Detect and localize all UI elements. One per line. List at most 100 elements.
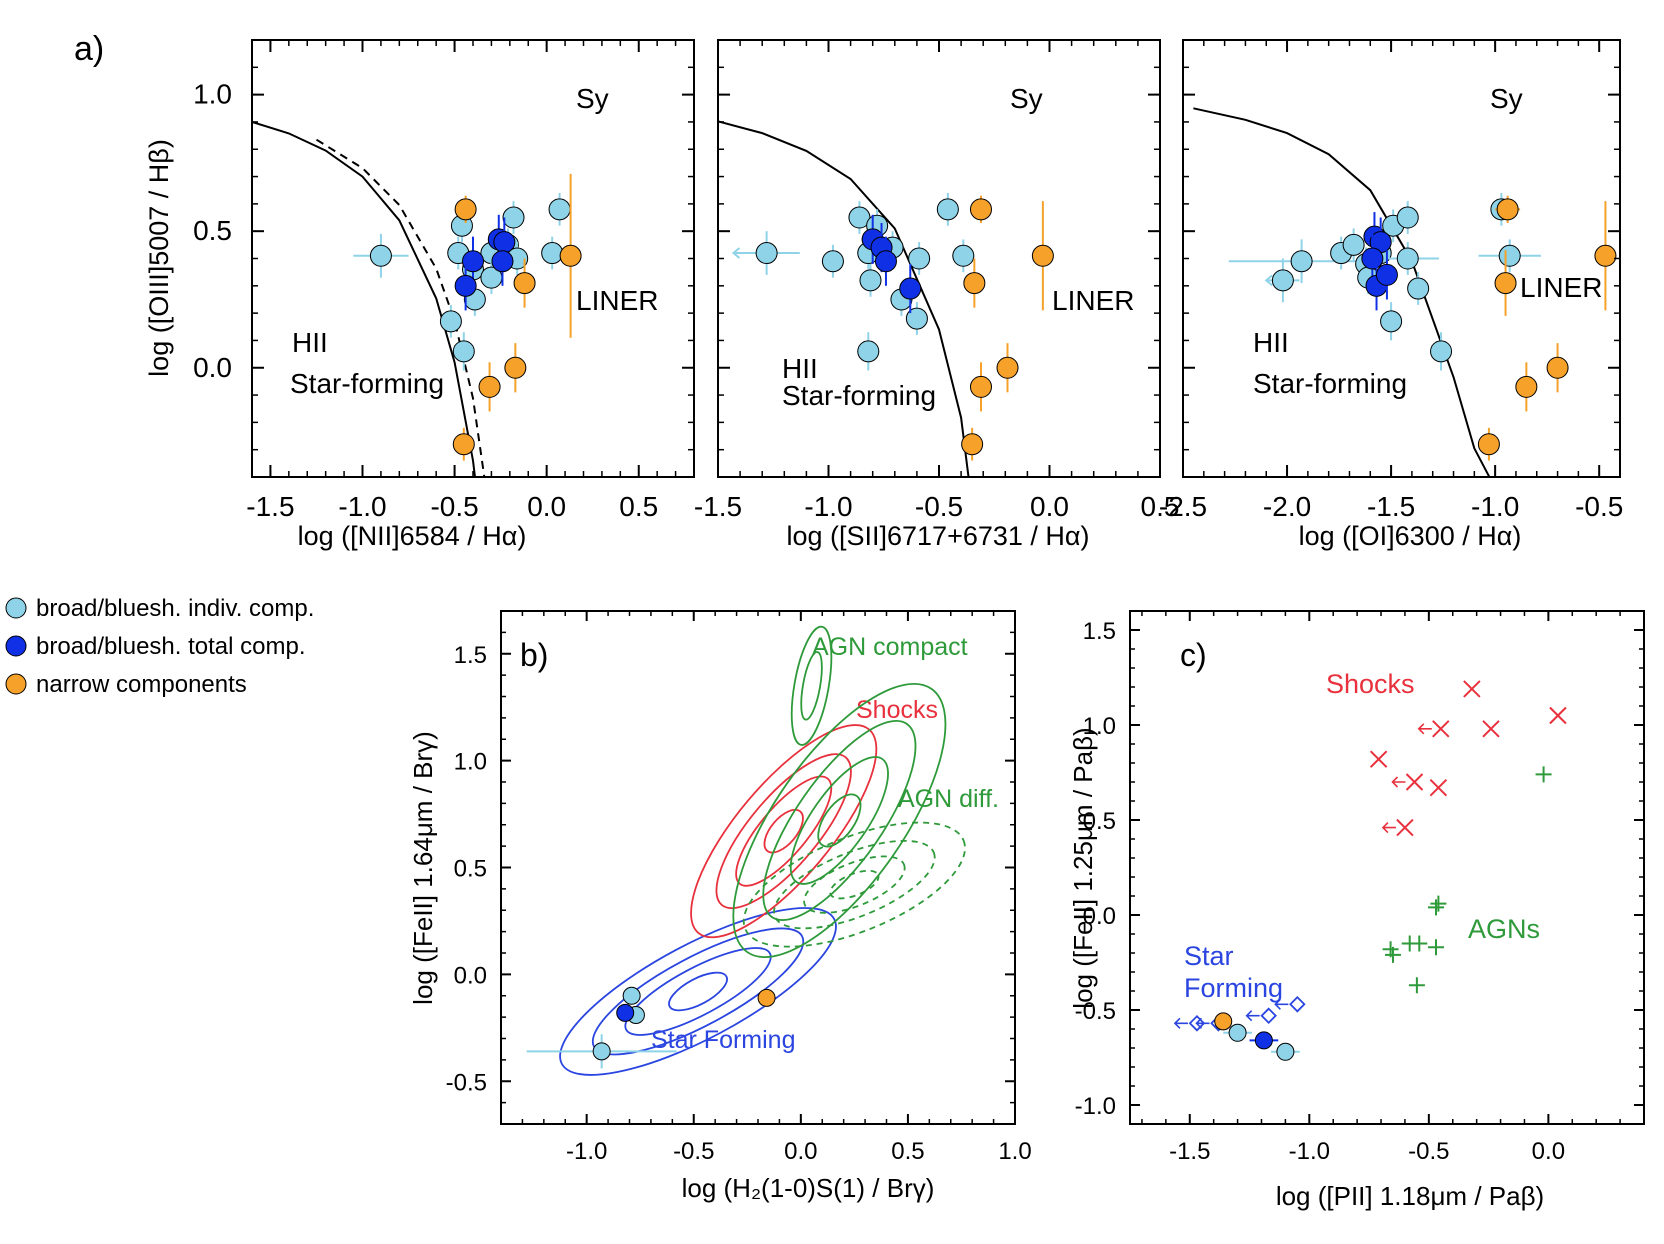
panel-a3-plot-area bbox=[1193, 107, 1617, 477]
contour-shocks-solid bbox=[763, 808, 804, 854]
contour-sf-solid bbox=[624, 947, 772, 1036]
x-tick-label: 0.0 bbox=[784, 1138, 817, 1165]
x-tick-label: 0.0 bbox=[1030, 491, 1069, 522]
data-point-narrow bbox=[969, 198, 992, 221]
data-point-narrow bbox=[559, 244, 582, 267]
data-point-narrow bbox=[1494, 272, 1517, 295]
a1-liner-label: LINER bbox=[576, 285, 658, 316]
panel-a3: -2.5 -2.0 -1.5 -1.0 -0.5 log ([OI]6300 / Hα) bbox=[1159, 39, 1623, 551]
contour-shocks-solid bbox=[690, 724, 878, 939]
data-point-narrow bbox=[1496, 198, 1519, 221]
data-point-narrow bbox=[757, 988, 776, 1007]
upper-limit-arrow bbox=[1391, 776, 1406, 788]
data-point-narrow bbox=[1546, 356, 1569, 379]
shock-marker bbox=[1463, 680, 1481, 698]
legend-label-narrow: narrow components bbox=[36, 671, 247, 698]
x-tick-label: 1.0 bbox=[998, 1138, 1031, 1165]
x-tick-label: -1.0 bbox=[1471, 491, 1519, 522]
legend-label-indiv: broad/bluesh. indiv. comp. bbox=[36, 595, 314, 622]
demarcation-curve-dashed bbox=[315, 138, 486, 477]
c-star-label: Star bbox=[1184, 941, 1234, 971]
demarcation-curve-solid bbox=[1193, 107, 1491, 477]
data-point-total bbox=[462, 250, 484, 273]
agn-marker bbox=[1384, 946, 1401, 963]
a1-sy-label: Sy bbox=[576, 83, 609, 114]
x-axis-label: log (H₂(1-0)S(1) / Brγ) bbox=[682, 1173, 935, 1203]
upper-limit-arrow bbox=[1274, 998, 1289, 1010]
shock-marker bbox=[1369, 750, 1388, 768]
y-axis-label: log ([FeII] 1.64μm / Brγ) bbox=[408, 731, 438, 1005]
panel-c-label: c) bbox=[1180, 637, 1207, 673]
data-point-total bbox=[1254, 1031, 1273, 1050]
a3-hii-label: HII bbox=[1253, 327, 1289, 358]
data-point-indiv bbox=[1228, 1023, 1247, 1042]
panel-b: -1.0 -0.5 0.0 0.5 1.0 -0.5 0.0 0.5 1.0 1.5 log (H₂… bbox=[408, 610, 1032, 1203]
y-tick-label: -0.5 bbox=[1075, 998, 1116, 1025]
data-point-narrow bbox=[969, 375, 992, 398]
data-point-narrow bbox=[996, 356, 1019, 379]
upper-limit-arrow bbox=[1381, 822, 1396, 834]
data-point-narrow bbox=[963, 272, 986, 295]
panel-a-label: a) bbox=[74, 30, 104, 68]
y-tick-label: 0.5 bbox=[1083, 808, 1116, 835]
x-tick-label: 0.0 bbox=[527, 491, 566, 522]
data-point-indiv bbox=[622, 986, 641, 1005]
contour-sf-solid bbox=[668, 971, 728, 1012]
y-tick-label: 1.5 bbox=[1083, 618, 1116, 645]
shock-marker bbox=[1405, 773, 1424, 791]
a1-hii-label: HII bbox=[292, 327, 328, 358]
contour-sf-solid bbox=[559, 907, 837, 1076]
demarcation-curve-solid bbox=[718, 120, 970, 477]
x-tick-label: 0.5 bbox=[1141, 491, 1180, 522]
panel-a2-frame bbox=[717, 39, 1161, 478]
panel-a2-plot-area bbox=[718, 120, 1054, 477]
y-tick-label: 0.0 bbox=[193, 352, 232, 383]
y-tick-label: 1.0 bbox=[193, 79, 232, 110]
a1-sf-label: Star-forming bbox=[290, 368, 444, 399]
data-point-indiv bbox=[1396, 206, 1419, 229]
data-point-indiv bbox=[1430, 340, 1453, 363]
agn-marker bbox=[1428, 899, 1445, 916]
a2-sy-label: Sy bbox=[1010, 83, 1043, 114]
shock-marker bbox=[1429, 778, 1448, 797]
x-tick-label: -1.5 bbox=[1367, 491, 1415, 522]
x-axis-label: log ([OI]6300 / Hα) bbox=[1299, 521, 1522, 551]
x-tick-label: -1.0 bbox=[1289, 1138, 1330, 1165]
data-point-narrow bbox=[504, 356, 527, 379]
x-tick-label: -0.5 bbox=[1575, 491, 1623, 522]
upper-limit-arrow bbox=[1245, 1010, 1260, 1022]
agn-marker bbox=[1430, 895, 1447, 912]
legend-marker-narrow bbox=[5, 673, 27, 695]
y-tick-label: 1.0 bbox=[454, 749, 487, 776]
data-point-narrow bbox=[1214, 1012, 1233, 1031]
data-point-indiv bbox=[452, 340, 475, 363]
data-point-indiv bbox=[859, 269, 882, 292]
y-tick-label: 1.5 bbox=[454, 642, 487, 669]
panel-c-frame bbox=[1129, 610, 1645, 1125]
agn-marker bbox=[1411, 935, 1428, 952]
data-point-indiv bbox=[1380, 310, 1403, 333]
data-point-indiv bbox=[952, 244, 975, 267]
star-forming-marker bbox=[1188, 1015, 1206, 1032]
y-tick-label: 0.0 bbox=[1083, 903, 1116, 930]
y-tick-label: 0.5 bbox=[454, 856, 487, 883]
x-tick-label: 0.5 bbox=[619, 491, 658, 522]
upper-limit-arrow bbox=[1264, 274, 1273, 287]
data-point-indiv bbox=[857, 340, 880, 363]
data-point-indiv bbox=[936, 198, 959, 221]
contour-agn-solid bbox=[817, 793, 862, 848]
data-point-indiv bbox=[1342, 233, 1365, 256]
data-point-narrow bbox=[961, 433, 984, 456]
legend-marker-total bbox=[5, 635, 27, 657]
upper-limit-arrow bbox=[1173, 1017, 1188, 1029]
y-tick-label: 1.0 bbox=[1083, 713, 1116, 740]
data-point-indiv bbox=[1271, 269, 1294, 292]
shock-marker bbox=[1482, 720, 1500, 738]
contour-agn-solid bbox=[789, 756, 889, 885]
y-axis-label: log ([OIII]5007 / Hβ) bbox=[144, 139, 174, 377]
contour-agn-dashed bbox=[803, 855, 906, 914]
x-tick-label: -1.5 bbox=[694, 491, 742, 522]
agn-marker bbox=[1535, 766, 1552, 783]
data-point-total bbox=[874, 250, 897, 273]
y-tick-label: 0.0 bbox=[454, 962, 487, 989]
